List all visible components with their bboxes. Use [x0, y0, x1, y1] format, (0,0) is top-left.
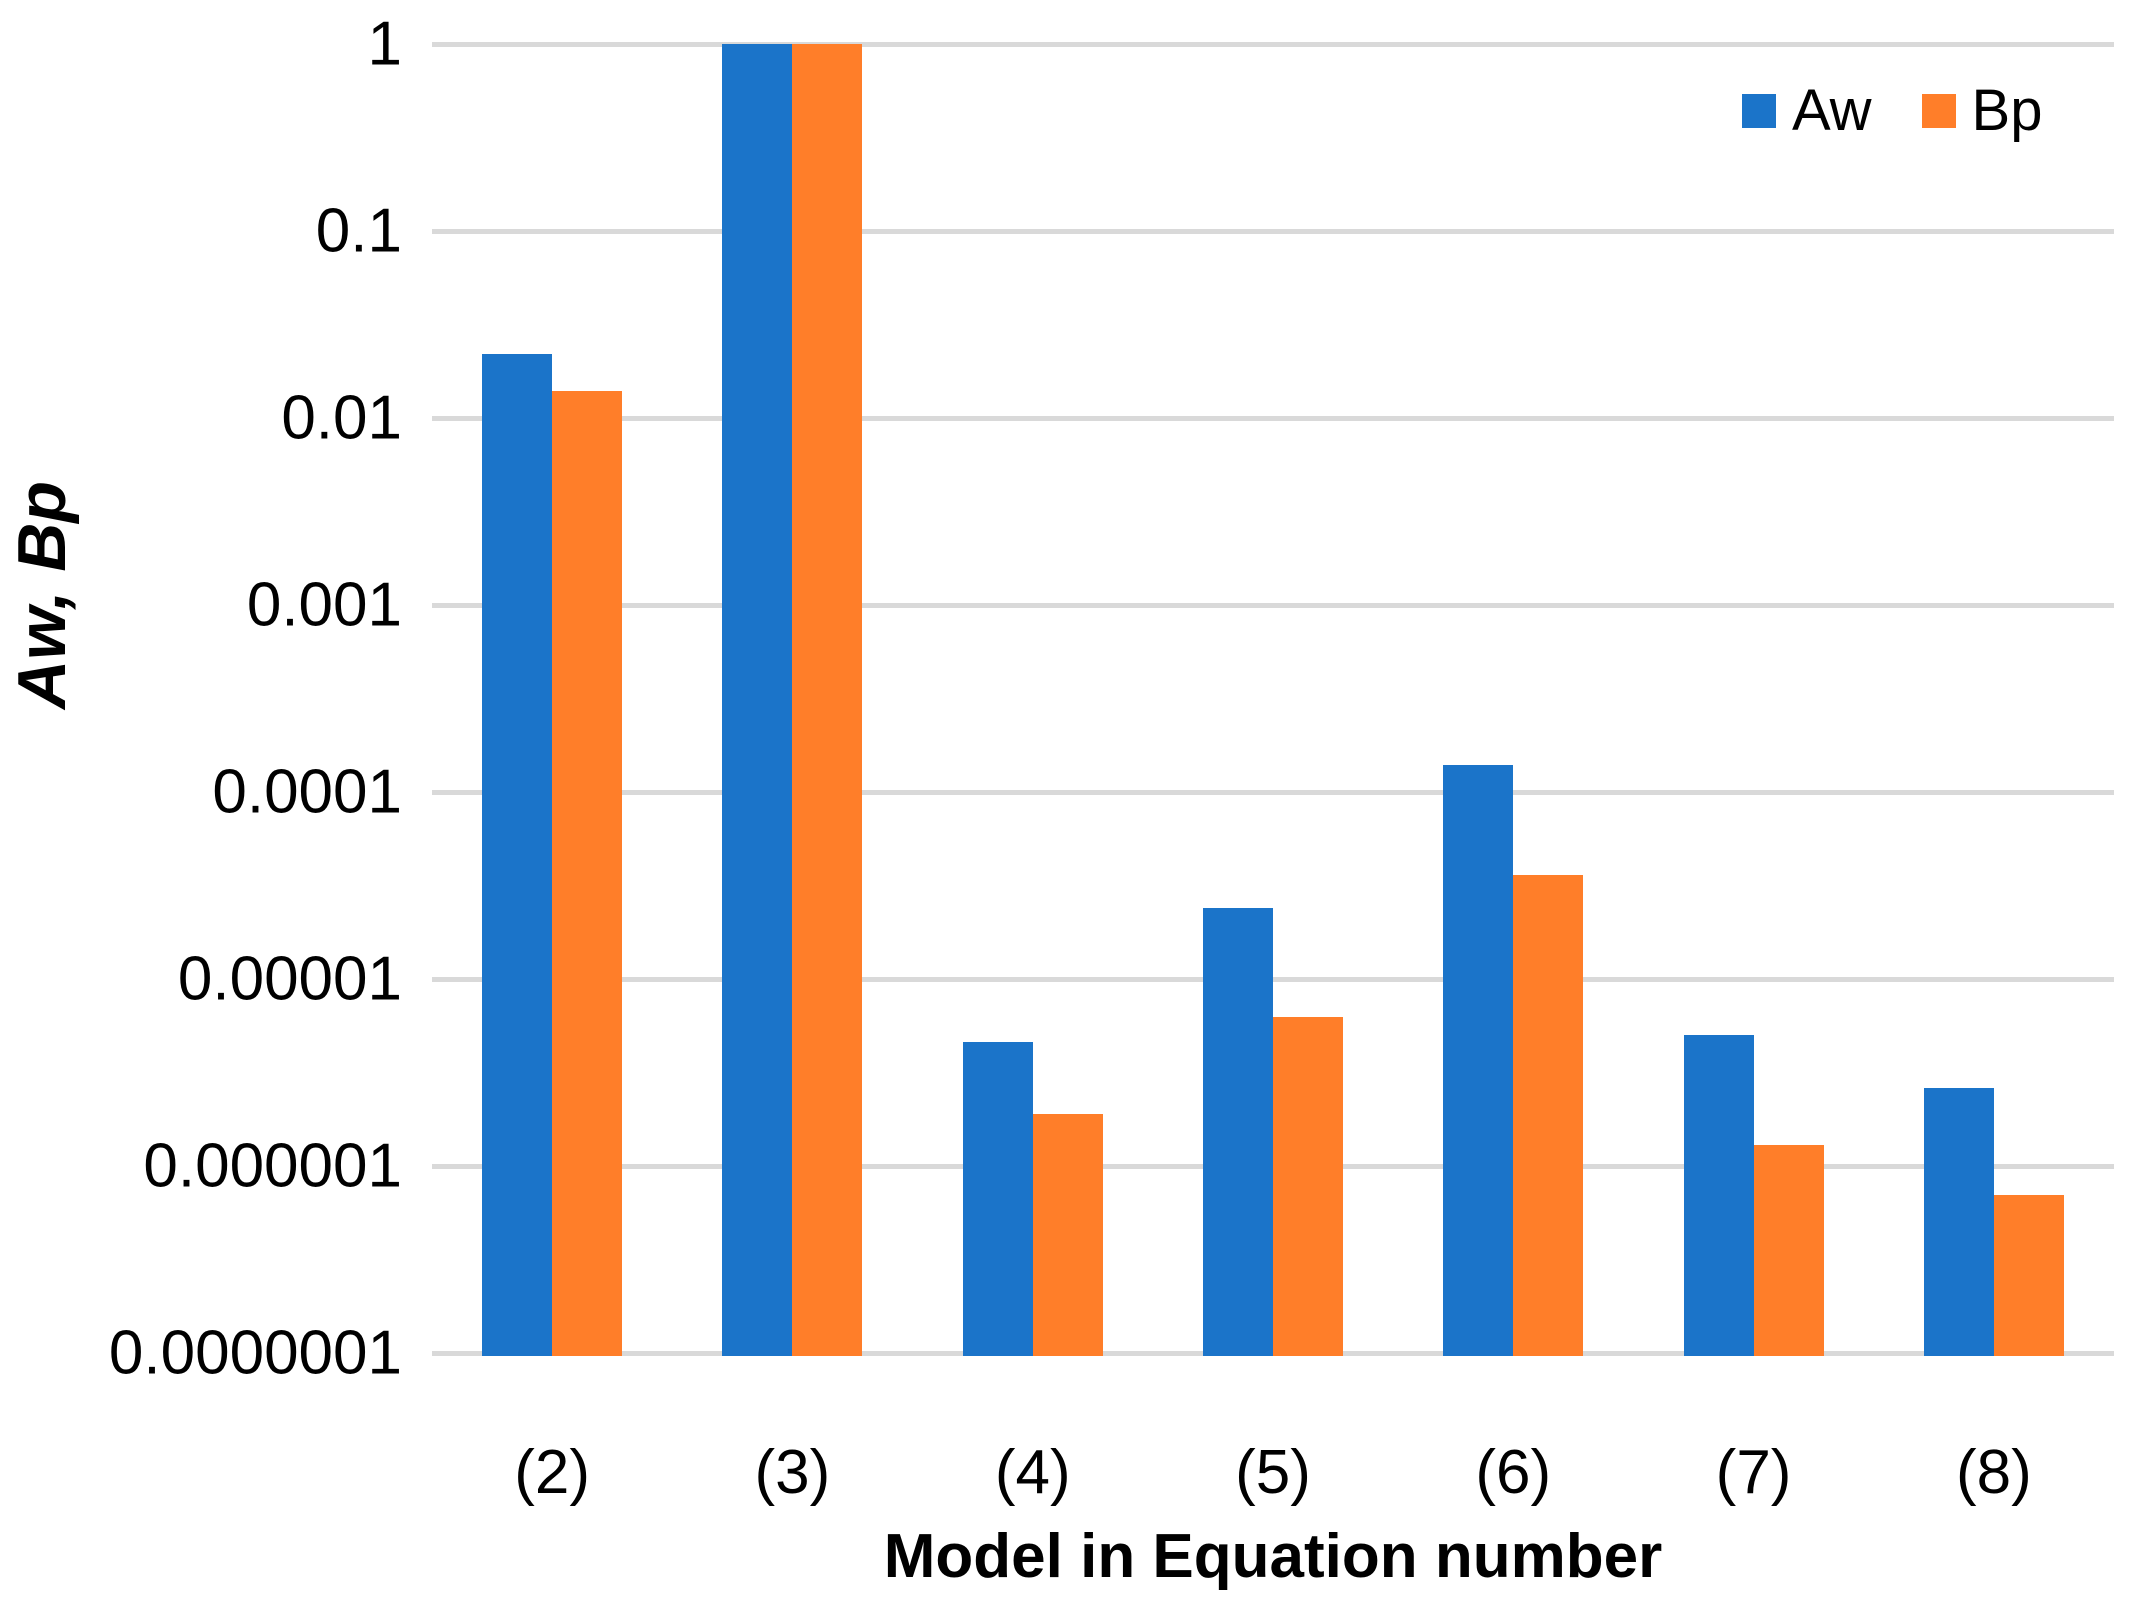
gridline-0.1: [432, 228, 2114, 234]
y-tick-label-0.001: 0.001: [246, 570, 402, 640]
y-tick-label-0.0001: 0.0001: [212, 757, 402, 827]
bar-Aw-(8): [1923, 1088, 1994, 1356]
y-tick-label-0.01: 0.01: [281, 383, 402, 453]
y-tick-label-0.0000001: 0.0000001: [108, 1318, 402, 1388]
category-label-(3): (3): [754, 1438, 831, 1507]
category-label-(7): (7): [1715, 1438, 1792, 1507]
category-label-(8): (8): [1955, 1438, 2032, 1507]
legend-swatch-icon-Bp: [1921, 94, 1956, 128]
bar-Aw-(7): [1683, 1035, 1754, 1356]
gridline-0.0001: [432, 789, 2114, 795]
bar-Bp-(2): [552, 390, 623, 1356]
legend-item-Bp: Bp: [1921, 78, 2043, 143]
gridline-0.00001: [432, 976, 2114, 982]
bar-Aw-(6): [1443, 764, 1514, 1356]
bar-Aw-(2): [482, 353, 553, 1356]
bar-Bp-(8): [1993, 1194, 2064, 1356]
category-label-(5): (5): [1235, 1438, 1311, 1507]
bar-Bp-(6): [1513, 874, 1584, 1356]
gridline-0.001: [432, 602, 2114, 608]
bar-Aw-(3): [722, 44, 793, 1356]
legend-swatch-icon-Aw: [1742, 94, 1776, 128]
legend: Aw Bp: [1742, 82, 2042, 140]
gridline-0.01: [432, 415, 2114, 421]
y-tick-label-0.00001: 0.00001: [177, 944, 402, 1014]
legend-label-Aw: Aw: [1792, 78, 1872, 143]
category-label-(4): (4): [994, 1438, 1071, 1507]
bar-Bp-(7): [1753, 1144, 1824, 1356]
bar-Bp-(4): [1032, 1113, 1103, 1356]
legend-label-Bp: Bp: [1971, 78, 2043, 143]
legend-item-Aw: Aw: [1742, 82, 1872, 140]
category-label-(6): (6): [1475, 1438, 1552, 1507]
category-label-(2): (2): [514, 1438, 591, 1507]
bar-Bp-(3): [792, 44, 863, 1356]
x-axis-title: Model in Equation number: [883, 1522, 1663, 1591]
bar-Aw-(5): [1203, 907, 1273, 1356]
bar-Aw-(4): [962, 1042, 1033, 1356]
y-tick-label-0.1: 0.1: [315, 196, 402, 266]
y-tick-label-0.000001: 0.000001: [143, 1131, 402, 1201]
y-tick-label-1: 1: [367, 9, 402, 79]
bar-Bp-(5): [1273, 1016, 1343, 1356]
gridline-1: [432, 41, 2114, 47]
